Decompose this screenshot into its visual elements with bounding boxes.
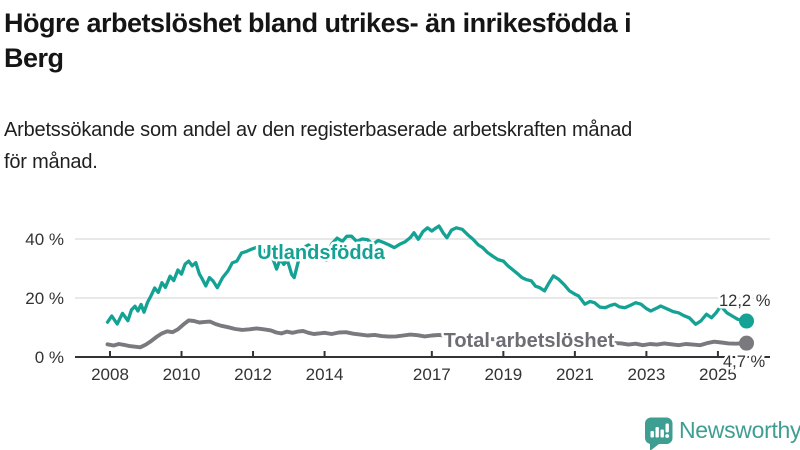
- x-tick-label-2025: 2025: [699, 365, 737, 384]
- page-title: Högre arbetslöshet bland utrikes- än inr…: [4, 6, 796, 76]
- newsworthy-logo[interactable]: Newsworthy: [644, 417, 800, 450]
- x-tick-label-2019: 2019: [484, 365, 522, 384]
- y-tick-label-0: 0 %: [35, 348, 64, 367]
- end-dot-total: [739, 335, 755, 351]
- x-tick-label-2012: 2012: [234, 365, 272, 384]
- series-label-utlandsfodda: Utlandsfödda: [257, 242, 386, 264]
- chart-line-utlandsfodda: [105, 224, 749, 326]
- end-value-label-utlandsfodda: 12,2 %: [719, 292, 771, 310]
- subtitle-line-2: för månad.: [4, 151, 98, 173]
- x-tick-label-2017: 2017: [413, 365, 451, 384]
- x-tick-label-2021: 2021: [556, 365, 594, 384]
- series-label-total: Total arbetslöshet: [444, 330, 615, 352]
- end-value-label-total: 4,7 %: [723, 353, 766, 371]
- y-tick-label-40: 40 %: [25, 230, 64, 249]
- subtitle-line-1: Arbetssökande som andel av den registerb…: [4, 119, 633, 141]
- x-tick-label-2014: 2014: [306, 365, 344, 384]
- title-line-2: Berg: [4, 43, 64, 73]
- chart-subtitle: Arbetssökande som andel av den registerb…: [4, 114, 632, 178]
- x-tick-label-2010: 2010: [163, 365, 201, 384]
- newsworthy-wordmark: Newsworthy: [679, 417, 800, 443]
- title-line-1: Högre arbetslöshet bland utrikes- än inr…: [4, 8, 632, 38]
- bar-chart-glyph-icon: [650, 423, 670, 438]
- chart-line-total: [105, 318, 749, 350]
- end-dot-utlandsfodda: [739, 313, 755, 329]
- y-tick-label-20: 20 %: [25, 289, 64, 308]
- header: Högre arbetslöshet bland utrikes- än inr…: [4, 6, 796, 76]
- chart-plot-area: 2008 2010 2012 2014 2017 2019 2021 2023 2025 0 % 2…: [25, 224, 773, 384]
- x-tick-label-2023: 2023: [627, 365, 665, 384]
- x-tick-label-2008: 2008: [91, 365, 129, 384]
